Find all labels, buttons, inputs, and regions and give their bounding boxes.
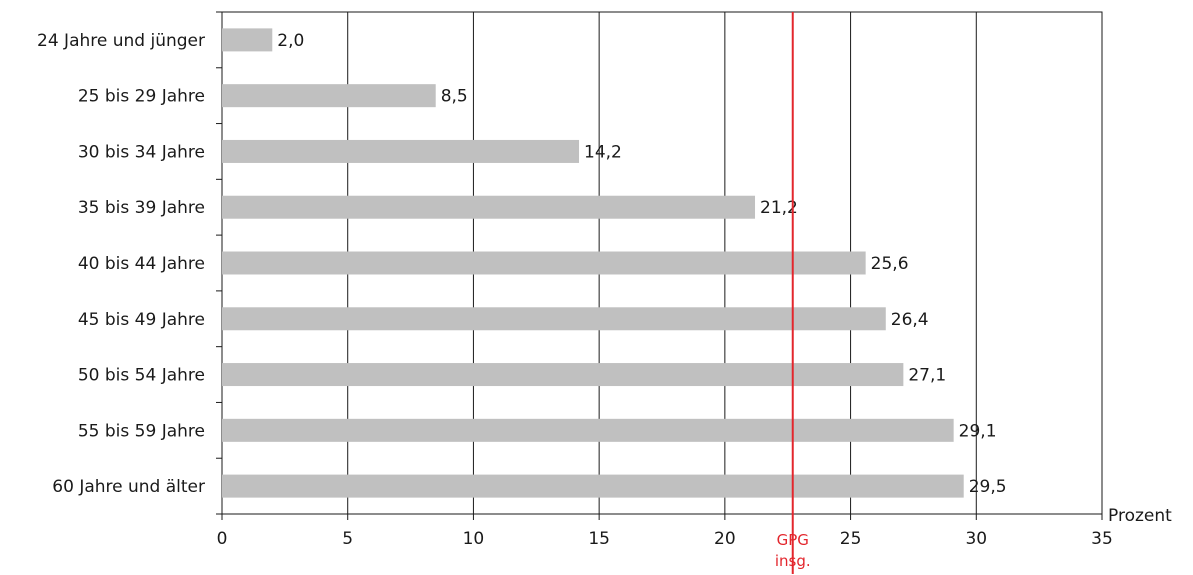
reference-line-group: GPG insg. bbox=[775, 12, 811, 574]
bar-value-label: 26,4 bbox=[891, 310, 929, 330]
y-axis: 24 Jahre und jünger 25 bis 29 Jahre 30 bis… bbox=[37, 11, 222, 515]
x-tick-label: 20 bbox=[714, 529, 736, 549]
bar bbox=[222, 28, 273, 52]
x-tick-label: 5 bbox=[342, 529, 353, 549]
category-label: 50 bis 54 Jahre bbox=[78, 366, 205, 386]
category-label: 60 Jahre und älter bbox=[52, 477, 205, 497]
bar-value-label: 25,6 bbox=[871, 254, 909, 274]
bar bbox=[222, 139, 580, 163]
x-axis: 0 5 10 15 20 25 30 35 bbox=[217, 514, 1113, 549]
bar bbox=[222, 251, 866, 275]
category-label: 40 bis 44 Jahre bbox=[78, 254, 205, 274]
category-label: 55 bis 59 Jahre bbox=[78, 421, 205, 441]
bar-value-label: 27,1 bbox=[908, 366, 946, 386]
x-tick-label: 30 bbox=[965, 529, 987, 549]
bar bbox=[222, 474, 964, 498]
bar-value-label: 21,2 bbox=[760, 198, 798, 218]
category-label: 35 bis 39 Jahre bbox=[78, 198, 205, 218]
bar bbox=[222, 195, 756, 219]
category-label: 24 Jahre und jünger bbox=[37, 31, 205, 51]
gpg-label-line1: GPG bbox=[777, 531, 809, 549]
bar-value-label: 2,0 bbox=[277, 31, 304, 51]
category-label: 25 bis 29 Jahre bbox=[78, 87, 205, 107]
x-tick-label: 0 bbox=[217, 529, 228, 549]
bar-value-label: 8,5 bbox=[441, 87, 468, 107]
bar bbox=[222, 418, 954, 442]
category-label: 30 bis 34 Jahre bbox=[78, 142, 205, 162]
bar bbox=[222, 307, 886, 331]
x-tick-label: 35 bbox=[1091, 529, 1113, 549]
bar-value-label: 29,5 bbox=[969, 477, 1007, 497]
bars: 2,0 8,5 14,2 21,2 25,6 26,4 27,1 29,1 29,5 bbox=[222, 28, 1007, 498]
bar-value-label: 29,1 bbox=[959, 421, 997, 441]
x-tick-label: 10 bbox=[463, 529, 485, 549]
category-label: 45 bis 49 Jahre bbox=[78, 310, 205, 330]
x-tick-label: 25 bbox=[840, 529, 862, 549]
x-tick-label: 15 bbox=[588, 529, 610, 549]
bar-value-label: 14,2 bbox=[584, 142, 622, 162]
gpg-label-line2: insg. bbox=[775, 552, 811, 570]
bar bbox=[222, 363, 904, 387]
x-axis-unit-label: Prozent bbox=[1108, 506, 1172, 526]
bar bbox=[222, 84, 436, 108]
